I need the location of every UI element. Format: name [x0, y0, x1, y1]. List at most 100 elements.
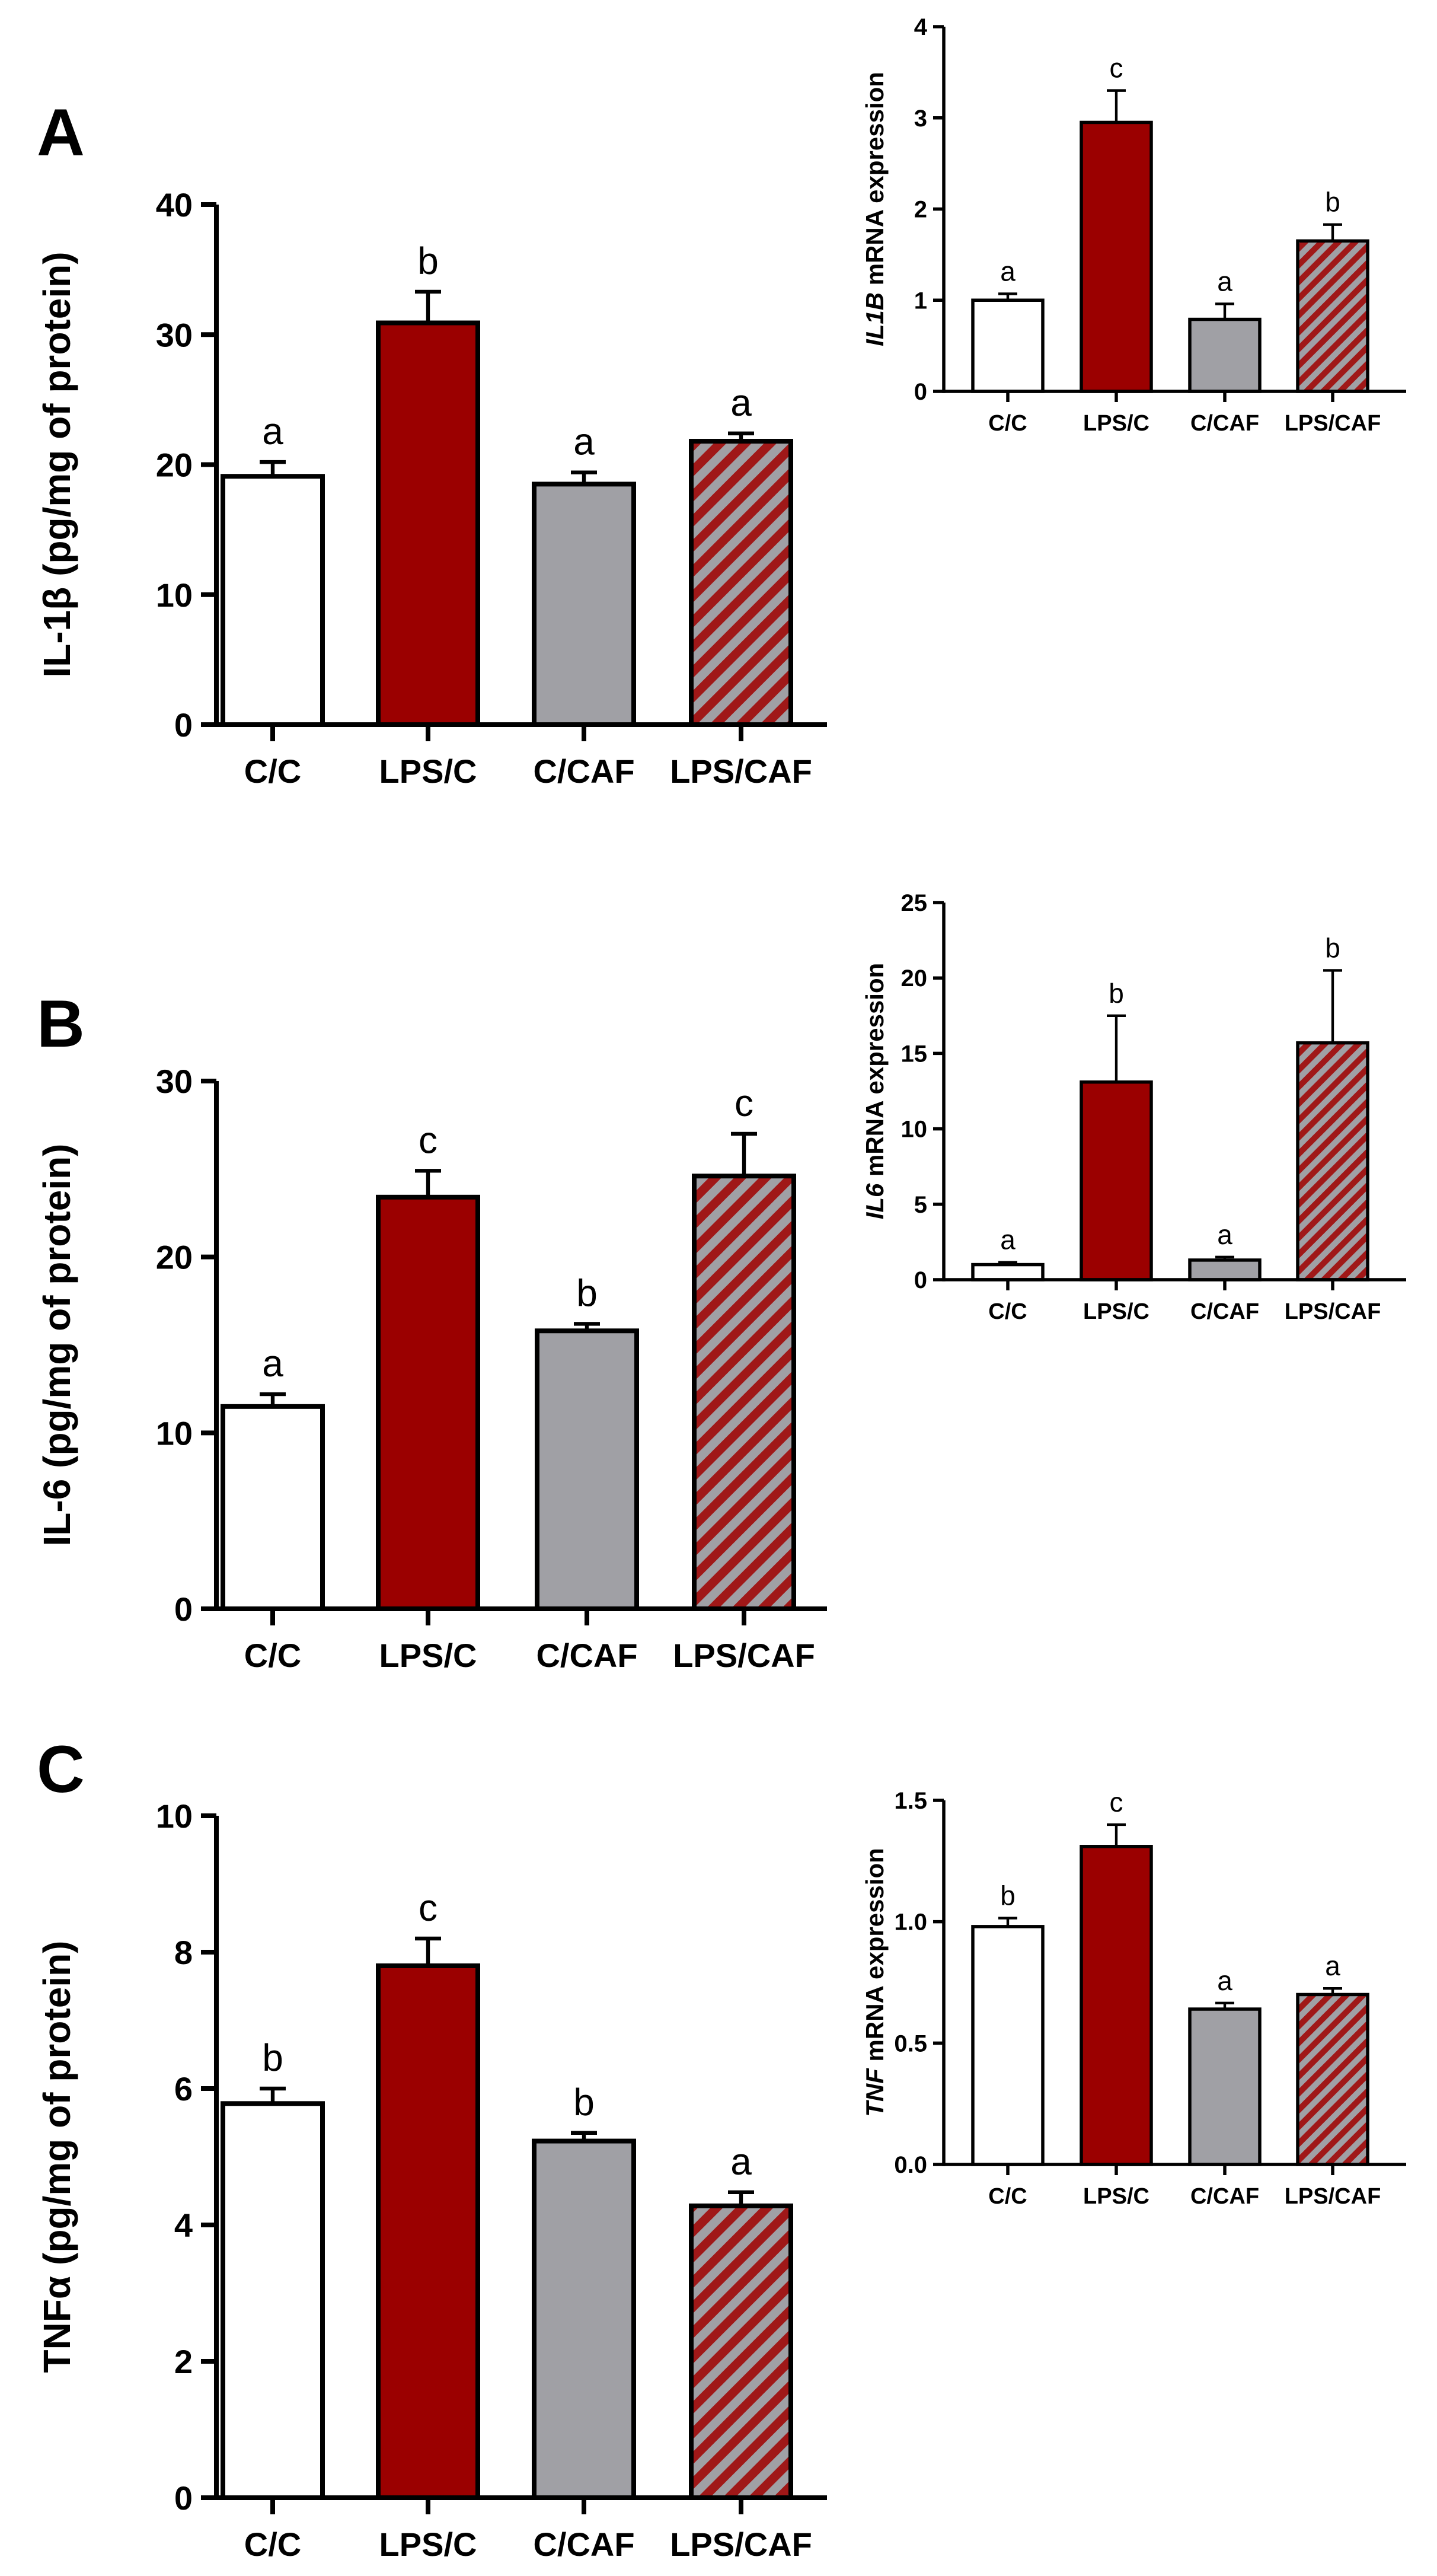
bar-c-caf [535, 1328, 639, 1611]
y-axis-label: TNFα (pg/mg of protein) [36, 1941, 78, 2373]
chart-C-mrna: b c a a 0.0 0.5 1.0 1.5 C/C LPS/C C/CAF LPS/CAF TNF … [861, 1787, 1406, 2209]
bar-lps-caf [689, 439, 793, 727]
bar-c-caf [532, 2138, 636, 2501]
y-tick-label: 1.0 [894, 1909, 927, 1936]
bar-c-c [971, 298, 1045, 393]
bar-lps-c [376, 1963, 480, 2500]
y-tick-label: 0 [174, 1590, 193, 1628]
y-tick-label: 30 [156, 316, 193, 353]
y-tick-label: 0 [914, 379, 927, 405]
x-tick-label: C/C [244, 1637, 301, 1674]
y-tick-label: 40 [156, 186, 193, 224]
bar-c-caf [1188, 317, 1262, 393]
bar-lps-c [1080, 1845, 1153, 2166]
significance-letter: c [1110, 1787, 1123, 1818]
x-tick-label: LPS/C [1083, 2184, 1149, 2209]
y-axis-label: IL-6 (pg/mg of protein) [36, 1144, 78, 1547]
y-tick-label: 15 [901, 1041, 928, 1067]
chart-B-mrna: a b a b 0 5 10 15 20 25 C/C LPS/C C/CAF LPS/CAF IL6 mR… [861, 890, 1406, 1324]
y-tick-label: 3 [914, 106, 927, 132]
bar-c-c [971, 1925, 1045, 2166]
y-tick-label: 0 [914, 1267, 927, 1293]
bar-lps-c [1080, 120, 1153, 393]
bar-c-caf [1188, 1258, 1262, 1281]
bar-lps-caf [1296, 1992, 1369, 2166]
y-axis-label-gene: IL6 [861, 1183, 889, 1219]
y-tick-label: 30 [156, 1063, 193, 1100]
bar-c-c [221, 1404, 325, 1611]
significance-letter: c [735, 1082, 753, 1124]
significance-letter: b [262, 2036, 283, 2079]
y-tick-label: 2 [914, 197, 927, 223]
significance-letter: b [1109, 978, 1124, 1009]
y-tick-label: 10 [156, 1797, 193, 1835]
significance-letter: c [1110, 53, 1123, 84]
y-tick-label: 0 [174, 2479, 193, 2517]
y-tick-label: 1 [914, 288, 927, 314]
significance-letter: a [1000, 256, 1016, 286]
x-tick-label: C/CAF [533, 753, 634, 790]
y-tick-label: 6 [174, 2070, 193, 2108]
y-tick-label: 0 [174, 706, 193, 744]
bar-c-c [221, 474, 325, 727]
chart-C-protein: Cb c b a 0 2 4 6 8 10 C/C LPS/C C/CAF LPS/CAF TNFα (pg… [36, 1732, 827, 2563]
bar-c-caf [1188, 2007, 1262, 2166]
significance-letter: b [1325, 932, 1340, 963]
x-tick-label: C/CAF [533, 2526, 634, 2563]
x-tick-label: C/C [244, 2526, 301, 2563]
significance-letter: b [1000, 1880, 1016, 1911]
bar-lps-caf [692, 1174, 796, 1611]
significance-letter: a [730, 2140, 752, 2183]
x-tick-label: C/CAF [536, 1637, 637, 1674]
significance-letter: b [1325, 187, 1340, 218]
y-tick-label: 4 [914, 14, 928, 40]
y-tick-label: 20 [156, 447, 193, 484]
x-tick-label: C/C [988, 1299, 1027, 1324]
y-tick-label: 5 [914, 1192, 927, 1218]
y-axis-label-rest: mRNA expression [861, 72, 889, 292]
x-tick-label: LPS/C [379, 1637, 477, 1674]
y-tick-label: 10 [901, 1117, 928, 1143]
significance-letter: a [573, 420, 595, 463]
x-tick-label: C/CAF [1190, 2184, 1259, 2209]
x-tick-label: LPS/C [379, 2526, 477, 2563]
bar-c-c [221, 2101, 325, 2501]
y-tick-label: 0.5 [894, 2030, 927, 2057]
x-tick-label: LPS/CAF [670, 2526, 812, 2563]
significance-letter: b [573, 2081, 595, 2124]
chart-B-protein: Ba c b c 0 10 20 30 C/C LPS/C C/CAF LPS/CAF IL-6 (pg… [36, 987, 827, 1674]
x-tick-label: LPS/C [379, 753, 477, 790]
y-tick-label: 20 [156, 1239, 193, 1276]
x-tick-label: C/C [988, 2184, 1027, 2209]
y-tick-label: 1.5 [894, 1788, 927, 1814]
significance-letter: c [419, 1118, 438, 1161]
x-tick-label: LPS/CAF [1285, 2184, 1381, 2209]
x-tick-label: C/CAF [1190, 411, 1259, 436]
bar-lps-caf [1296, 239, 1369, 393]
significance-letter: a [1217, 266, 1232, 297]
chart-A-mrna: a c a b 0 1 2 3 4 C/C LPS/C C/CAF LPS/CAF IL1B mRNA e… [861, 14, 1406, 436]
x-tick-label: LPS/C [1083, 1299, 1149, 1324]
x-tick-label: LPS/CAF [673, 1637, 815, 1674]
y-axis-label-gene: TNF [861, 2068, 889, 2117]
y-tick-label: 10 [156, 1414, 193, 1452]
bar-lps-c [376, 320, 480, 727]
y-axis-label: TNF mRNA expression [861, 1848, 889, 2117]
x-tick-label: LPS/C [1083, 411, 1149, 436]
bar-c-c [971, 1263, 1045, 1281]
significance-letter: a [262, 1342, 283, 1385]
bar-lps-c [1080, 1080, 1153, 1281]
panel-letter: B [37, 987, 85, 1061]
y-axis-label: IL-1β (pg/mg of protein) [36, 251, 78, 677]
y-tick-label: 4 [174, 2207, 193, 2244]
significance-letter: a [1325, 1950, 1340, 1981]
x-tick-label: C/C [244, 753, 301, 790]
significance-letter: a [262, 410, 283, 452]
bar-c-caf [532, 482, 636, 727]
y-tick-label: 20 [901, 965, 928, 991]
y-tick-label: 10 [156, 576, 193, 614]
y-tick-label: 25 [901, 890, 928, 916]
significance-letter: b [417, 240, 439, 282]
significance-letter: c [419, 1886, 438, 1929]
x-tick-label: LPS/CAF [670, 753, 812, 790]
